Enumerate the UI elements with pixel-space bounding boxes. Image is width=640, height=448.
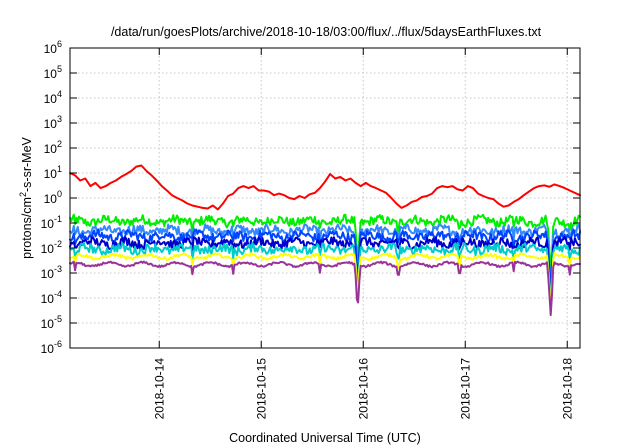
y-tick-label: 10-4: [41, 289, 62, 306]
x-tick-label: 2018-10-18: [560, 358, 574, 420]
chart-title: /data/run/goesPlots/archive/2018-10-18/0…: [111, 25, 542, 39]
x-tick-label: 2018-10-14: [152, 358, 166, 420]
y-axis-label-sup: 2: [18, 192, 28, 197]
x-tick-label: 2018-10-17: [458, 358, 472, 420]
series-line-3: [69, 223, 581, 286]
series-line-7: [69, 252, 581, 310]
y-tick-label: 103: [44, 114, 62, 131]
y-axis-label-base: protons/cm: [20, 197, 34, 259]
series-group: [69, 164, 581, 317]
y-axis-label-rest: -s-sr-MeV: [20, 136, 34, 192]
y-tick-label: 105: [44, 64, 62, 81]
series-line-4: [69, 228, 581, 290]
series-line-1: [69, 164, 581, 211]
y-axis-label: protons/cm2-s-sr-MeV: [18, 136, 34, 258]
x-tick-label: 2018-10-16: [356, 358, 370, 420]
y-tick-label: 100: [44, 189, 62, 206]
y-tick-label: 106: [44, 39, 62, 56]
series-line-8: [69, 260, 581, 317]
y-axis: 10-6 10-5 10-4 10-3 10-2 10-1 100 101 102 103 104 1…: [41, 39, 580, 356]
y-tick-label: 101: [44, 164, 62, 181]
y-tick-label: 10-2: [41, 239, 62, 256]
y-tick-label: 10-5: [41, 314, 62, 331]
y-tick-label: 10-1: [41, 214, 62, 231]
series-line-2: [69, 213, 581, 272]
y-tick-label: 104: [44, 89, 62, 106]
grid-lines: [70, 48, 580, 348]
x-axis: 2018-10-14 2018-10-15 2018-10-16 2018-10-17…: [152, 48, 574, 419]
y-tick-label: 10-3: [41, 264, 62, 281]
y-tick-label: 10-6: [41, 339, 62, 356]
x-axis-label: Coordinated Universal Time (UTC): [229, 431, 421, 445]
x-tick-label: 2018-10-15: [254, 358, 268, 420]
series-line-6: [69, 242, 581, 301]
y-tick-label: 102: [44, 139, 62, 156]
